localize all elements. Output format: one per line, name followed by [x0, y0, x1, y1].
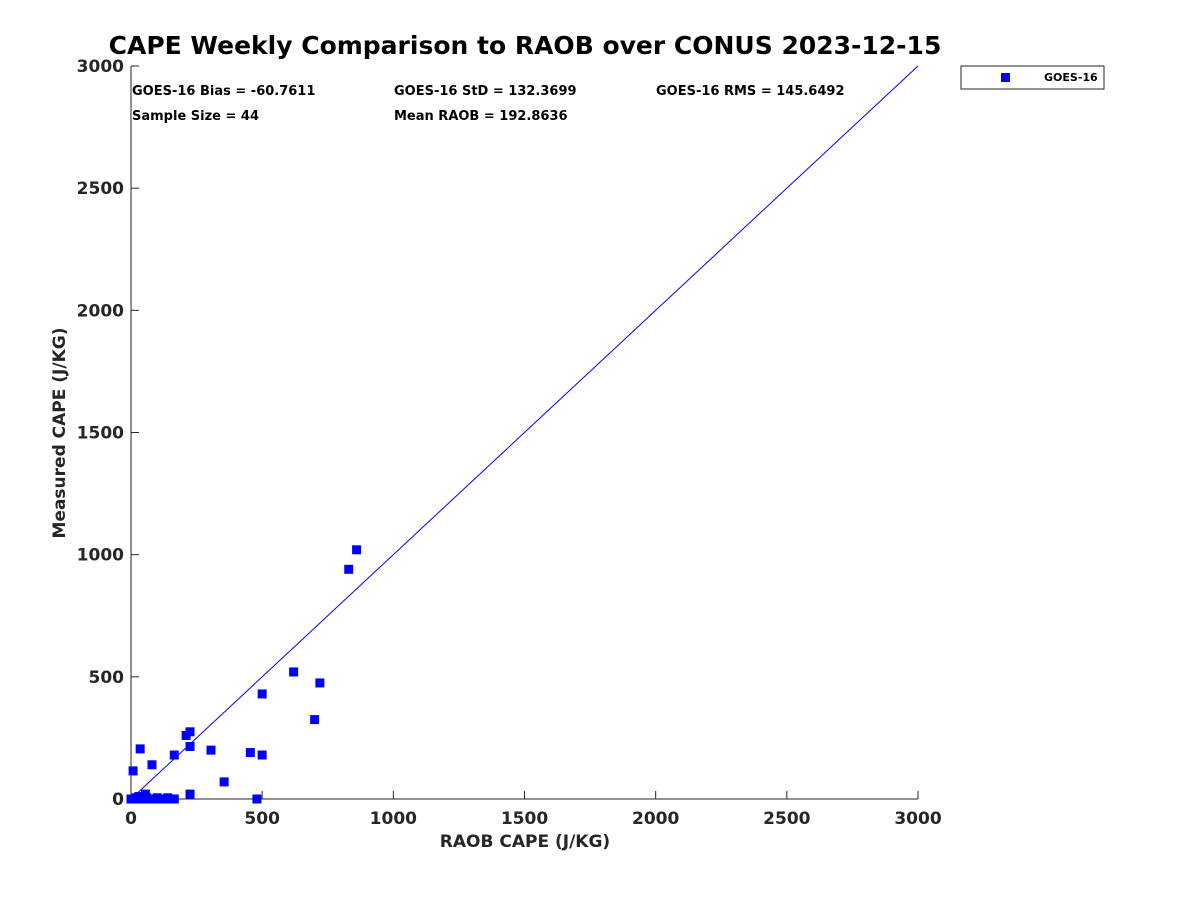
data-point [128, 766, 138, 776]
data-point [344, 564, 354, 574]
y-tick-label: 3000 [77, 57, 124, 77]
data-point [185, 727, 195, 737]
legend: GOES-16 [960, 65, 1105, 90]
y-tick-label: 1500 [77, 424, 124, 444]
data-point [134, 792, 144, 802]
data-point [169, 750, 179, 760]
stat-mean-raob: Mean RAOB = 192.8636 [394, 109, 568, 124]
y-axis-label: Measured CAPE (J/KG) [50, 328, 70, 539]
y-tick-label: 2500 [77, 179, 124, 199]
stats-annotations: GOES-16 Bias = -60.7611 GOES-16 StD = 13… [132, 84, 845, 124]
legend-box [960, 65, 1105, 90]
x-tick-label: 2500 [763, 809, 810, 829]
stat-rms: GOES-16 RMS = 145.6492 [656, 84, 845, 99]
x-axis-label: RAOB CAPE (J/KG) [440, 832, 610, 852]
x-tick-label: 1000 [370, 809, 417, 829]
data-point [152, 793, 162, 803]
plot-area: 0 500 1000 1500 2000 2500 3000 0 500 1000 1500 200… [77, 57, 942, 829]
stat-bias: GOES-16 Bias = -60.7611 [132, 84, 315, 99]
data-point [352, 545, 362, 555]
y-tick-label: 500 [89, 668, 125, 688]
chart-title: CAPE Weekly Comparison to RAOB over CONU… [109, 31, 942, 60]
data-point [147, 760, 157, 770]
data-point [310, 715, 320, 725]
y-tick-label: 2000 [77, 301, 124, 321]
data-point [165, 794, 175, 804]
legend-label-goes16: GOES-16 [1044, 71, 1098, 84]
x-tick-label: 1500 [501, 809, 548, 829]
data-point [135, 744, 145, 754]
x-ticks: 0 500 1000 1500 2000 2500 3000 [125, 791, 942, 829]
data-point [185, 789, 195, 799]
data-point [289, 667, 299, 677]
data-point [315, 678, 325, 688]
stat-sample-size: Sample Size = 44 [132, 109, 259, 124]
data-point [257, 689, 267, 699]
data-point [185, 741, 195, 751]
x-tick-label: 0 [125, 809, 137, 829]
y-ticks: 0 500 1000 1500 2000 2500 3000 [77, 57, 139, 810]
y-tick-label: 0 [112, 790, 124, 810]
data-point [206, 745, 216, 755]
data-points [126, 545, 362, 804]
x-tick-label: 2000 [632, 809, 679, 829]
y-tick-label: 1000 [77, 546, 124, 566]
data-point [219, 777, 229, 787]
one-to-one-reference-line [130, 65, 919, 800]
data-point [245, 748, 255, 758]
x-tick-label: 3000 [894, 809, 941, 829]
x-tick-label: 500 [244, 809, 280, 829]
data-point [142, 793, 152, 803]
legend-marker-goes16 [1001, 73, 1010, 82]
stat-std: GOES-16 StD = 132.3699 [394, 84, 577, 99]
data-point [257, 750, 267, 760]
data-point [252, 794, 262, 804]
